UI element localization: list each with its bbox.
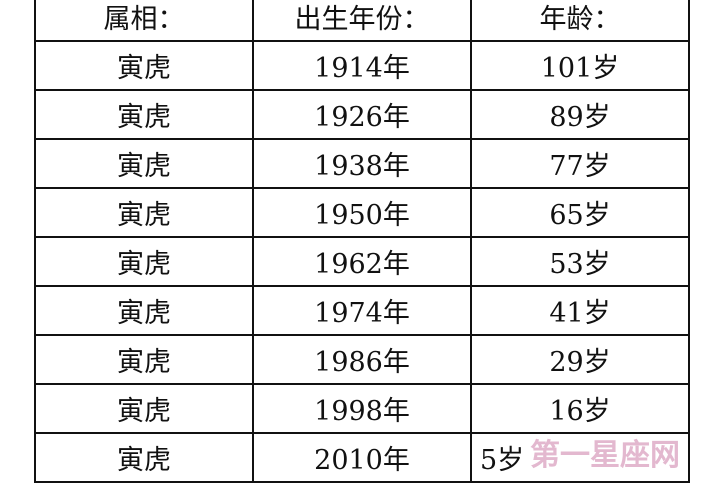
birth-year-cell: 1926年	[252, 89, 472, 140]
zodiac-cell: 寅虎	[34, 89, 254, 140]
table-row: 寅虎 1998年 16岁	[34, 383, 690, 434]
header-age: 年龄：	[470, 0, 690, 42]
birth-year-cell: 1950年	[252, 187, 472, 238]
table-row: 寅虎 1914年 101岁	[34, 40, 690, 91]
age-cell: 77岁	[470, 138, 690, 189]
watermark-logo: 第一星座网	[530, 438, 680, 473]
birth-year-cell: 1986年	[252, 334, 472, 385]
zodiac-table: 属相： 出生年份： 年龄： 寅虎 1914年 101岁 寅虎 1926年 89岁 寅虎 193…	[34, 0, 690, 483]
age-cell: 29岁	[470, 334, 690, 385]
age-cell: 16岁	[470, 383, 690, 434]
table-row: 寅虎 1950年 65岁	[34, 187, 690, 238]
zodiac-cell: 寅虎	[34, 285, 254, 336]
table-row: 寅虎 1986年 29岁	[34, 334, 690, 385]
birth-year-cell: 1938年	[252, 138, 472, 189]
table-row: 寅虎 1962年 53岁	[34, 236, 690, 287]
birth-year-cell: 1974年	[252, 285, 472, 336]
zodiac-cell: 寅虎	[34, 383, 254, 434]
birth-year-cell: 1962年	[252, 236, 472, 287]
age-cell: 41岁	[470, 285, 690, 336]
zodiac-cell: 寅虎	[34, 187, 254, 238]
table-row: 寅虎 1926年 89岁	[34, 89, 690, 140]
table-row: 寅虎 1938年 77岁	[34, 138, 690, 189]
header-zodiac: 属相：	[34, 0, 254, 42]
table-row: 寅虎 1974年 41岁	[34, 285, 690, 336]
zodiac-cell: 寅虎	[34, 40, 254, 91]
age-cell: 101岁	[470, 40, 690, 91]
zodiac-cell: 寅虎	[34, 138, 254, 189]
zodiac-cell: 寅虎	[34, 334, 254, 385]
age-cell: 65岁	[470, 187, 690, 238]
age-cell: 53岁	[470, 236, 690, 287]
birth-year-cell: 1998年	[252, 383, 472, 434]
header-birth-year: 出生年份：	[252, 0, 472, 42]
age-cell: 89岁	[470, 89, 690, 140]
zodiac-cell: 寅虎	[34, 236, 254, 287]
table-row: 寅虎 2010年 5岁	[34, 432, 690, 483]
birth-year-cell: 1914年	[252, 40, 472, 91]
header-row: 属相： 出生年份： 年龄：	[34, 0, 690, 42]
